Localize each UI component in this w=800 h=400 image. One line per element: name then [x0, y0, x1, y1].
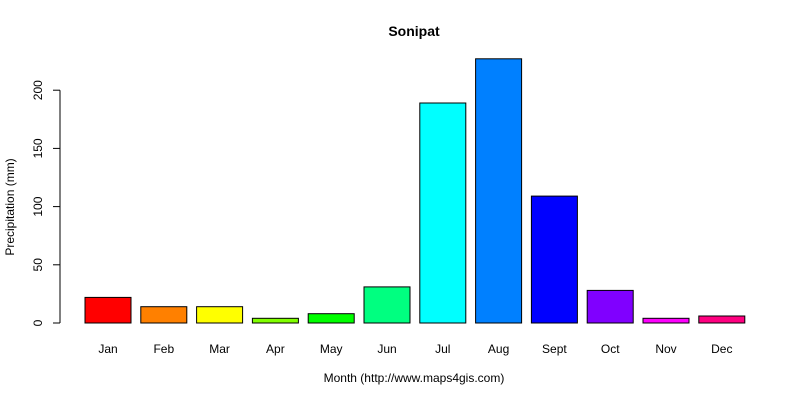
x-tick-label: Nov — [655, 342, 676, 356]
x-tick-label: May — [320, 342, 343, 356]
x-tick-label: Aug — [488, 342, 509, 356]
bar-sept — [530, 195, 578, 324]
x-tick-label: Apr — [266, 342, 285, 356]
bar-oct — [586, 289, 634, 324]
x-tick-label: Sept — [542, 342, 567, 356]
bar-jun — [363, 286, 411, 324]
bar-nov — [642, 317, 690, 324]
bar-dec — [698, 315, 746, 324]
y-tick-label: 0 — [31, 319, 45, 326]
x-tick-label: Jun — [377, 342, 396, 356]
x-tick-label: Mar — [209, 342, 230, 356]
x-tick-label: Jan — [98, 342, 117, 356]
x-tick-label: Oct — [601, 342, 620, 356]
bar-jul — [419, 102, 467, 324]
bar-jan — [84, 296, 132, 324]
bar-mar — [196, 306, 244, 324]
bar-may — [307, 313, 355, 324]
x-tick-labels: Jan Feb Mar Apr May Jun Jul Aug Sept Oct Nov Dec — [98, 342, 732, 356]
bar-aug — [475, 58, 523, 324]
x-tick-label: Dec — [711, 342, 732, 356]
chart-title: Sonipat — [388, 23, 440, 39]
bar-apr — [251, 317, 299, 324]
y-tick-label: 150 — [31, 138, 45, 158]
bar-feb — [140, 306, 188, 324]
y-tick-label: 100 — [31, 196, 45, 216]
y-tick-label: 200 — [31, 80, 45, 100]
x-tick-label: Jul — [435, 342, 450, 356]
y-axis-label: Precipitation (mm) — [3, 158, 17, 255]
x-tick-label: Feb — [153, 342, 174, 356]
y-tick-label: 50 — [31, 258, 45, 272]
x-axis-label: Month (http://www.maps4gis.com) — [324, 371, 505, 385]
bars-group — [84, 58, 746, 324]
y-axis: 0 50 100 150 200 — [31, 80, 61, 326]
